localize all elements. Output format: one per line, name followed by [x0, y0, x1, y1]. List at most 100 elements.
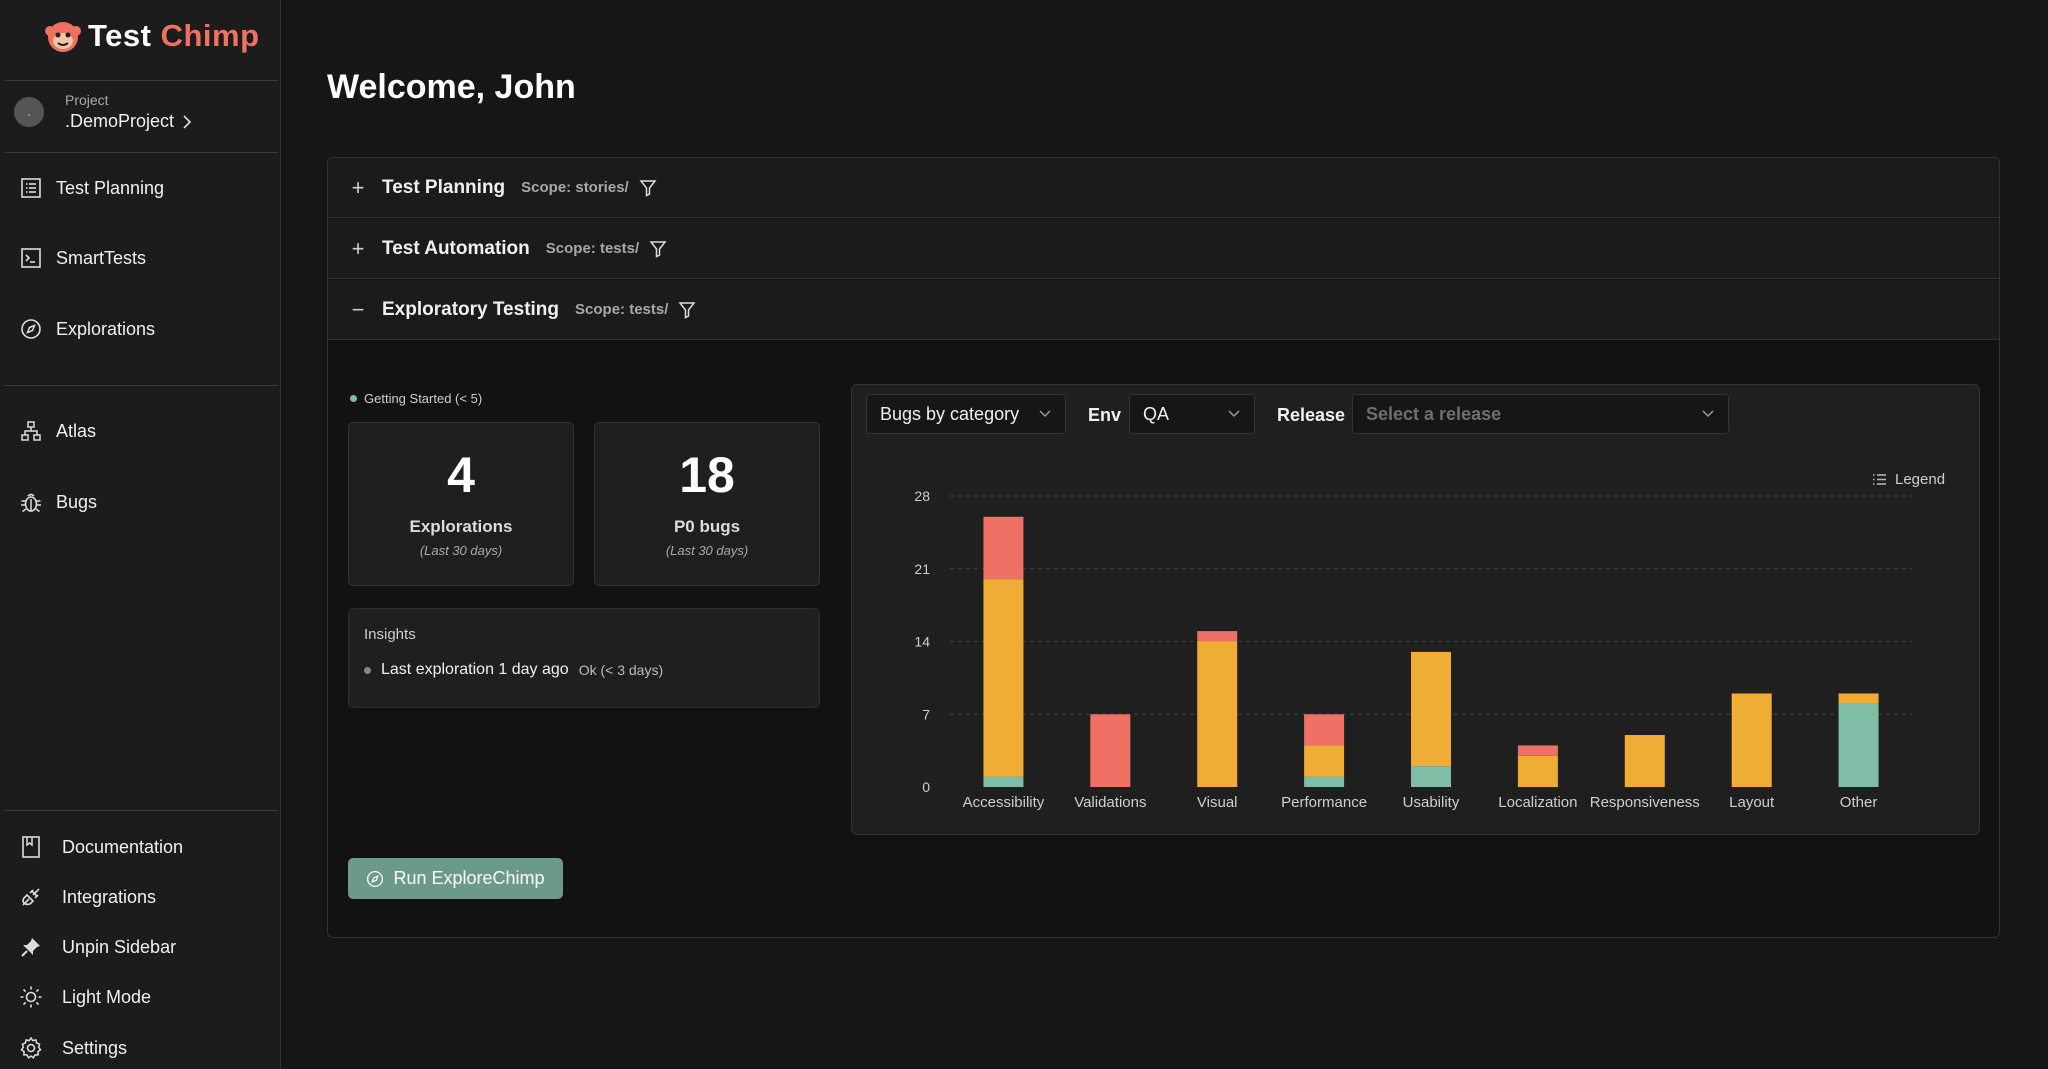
sidebar-item-label: Test Planning: [56, 177, 165, 198]
bar-segment: [983, 776, 1024, 787]
chevron-down-icon: [1702, 410, 1714, 418]
filter-icon[interactable]: [649, 240, 667, 258]
bar-segment: [1731, 693, 1772, 787]
bar-segment: [1304, 776, 1345, 787]
project-switcher[interactable]: . Project .DemoProject: [14, 92, 192, 132]
select-placeholder: Select a release: [1366, 403, 1502, 424]
bar-segment: [1517, 745, 1558, 756]
getting-started-label: Getting Started (< 5): [364, 391, 483, 406]
sidebar-item-label: Settings: [62, 1037, 128, 1058]
y-tick-label: 0: [922, 779, 930, 795]
run-explorechimp-button[interactable]: Run ExploreChimp: [348, 858, 563, 899]
sidebar-item-documentation[interactable]: Documentation: [18, 832, 183, 862]
x-tick-label: Other: [1840, 794, 1878, 811]
logo-word-test: Test: [88, 18, 152, 53]
dashboard-panel: + Test Planning Scope: stories/ + Test A…: [327, 157, 2000, 938]
project-label: Project: [65, 92, 109, 108]
x-tick-label: Layout: [1729, 794, 1775, 811]
terminal-icon: [18, 245, 44, 271]
collapse-toggle[interactable]: −: [351, 296, 365, 322]
stat-value: 18: [679, 447, 735, 503]
compass-icon: [18, 316, 44, 342]
plug-icon: [18, 884, 44, 910]
sidebar-item-light-mode[interactable]: Light Mode: [18, 982, 151, 1012]
logo[interactable]: Test Chimp: [44, 14, 260, 58]
section-title: Test Planning: [382, 176, 506, 198]
sidebar-item-unpin-sidebar[interactable]: Unpin Sidebar: [18, 932, 176, 962]
sidebar-item-label: Documentation: [62, 836, 184, 857]
bar-segment: [1517, 755, 1558, 787]
select-value: Bugs by category: [880, 403, 1020, 424]
sidebar-item-test-planning[interactable]: Test Planning: [18, 173, 164, 203]
sidebar-item-atlas[interactable]: Atlas: [18, 416, 96, 446]
chimp-logo-icon: [45, 22, 81, 52]
bar-segment: [1838, 703, 1879, 787]
insights-title: Insights: [364, 626, 416, 643]
x-tick-label: Accessibility: [963, 794, 1045, 811]
x-tick-label: Validations: [1074, 794, 1146, 811]
chart-type-select[interactable]: Bugs by category: [866, 394, 1066, 434]
sidebar-item-explorations[interactable]: Explorations: [18, 314, 155, 344]
y-tick-label: 7: [922, 706, 930, 722]
stat-sub: (Last 30 days): [419, 543, 503, 558]
x-tick-label: Usability: [1403, 794, 1460, 811]
logo-word-chimp: Chimp: [160, 18, 260, 53]
chevron-down-icon: [1039, 410, 1051, 418]
release-select[interactable]: Select a release: [1352, 394, 1729, 434]
stat-card-explorations: 4 Explorations (Last 30 days): [348, 422, 574, 586]
divider: [4, 80, 278, 81]
section-scope: Scope: stories/: [521, 179, 629, 196]
sidebar-item-label: Light Mode: [62, 986, 152, 1007]
bar-segment: [1838, 693, 1879, 704]
legend-label: Legend: [1895, 471, 1946, 488]
legend-toggle[interactable]: Legend: [1872, 471, 1945, 488]
filter-icon[interactable]: [678, 301, 696, 319]
project-name: .DemoProject: [65, 111, 192, 132]
insight-text: Last exploration 1 day ago: [381, 661, 569, 678]
env-label: Env: [1088, 405, 1122, 425]
section-test-planning[interactable]: + Test Planning Scope: stories/: [328, 158, 1999, 218]
sidebar-item-bugs[interactable]: Bugs: [18, 487, 97, 517]
list-item: Last exploration 1 day ago Ok (< 3 days): [364, 661, 663, 679]
logo-text: Test Chimp: [88, 18, 260, 54]
bar-segment: [1090, 714, 1131, 787]
sidebar: Test Chimp . Project .DemoProject Test P…: [0, 0, 281, 1069]
bug-icon: [18, 489, 44, 515]
expand-toggle[interactable]: +: [351, 235, 365, 261]
bar-segment: [1411, 651, 1451, 767]
section-title: Test Automation: [382, 237, 530, 259]
expand-toggle[interactable]: +: [351, 174, 365, 200]
bar-segment: [1197, 641, 1238, 787]
select-value: QA: [1143, 403, 1170, 424]
bug-category-chart: 0 7 14 21 28 Accessibility Validations Visual Pe…: [914, 488, 1912, 811]
sitemap-icon: [18, 418, 44, 444]
sidebar-item-label: Explorations: [56, 318, 156, 339]
filter-icon[interactable]: [639, 179, 657, 197]
section-exploratory-testing[interactable]: − Exploratory Testing Scope: tests/: [328, 280, 1999, 340]
bullet: [364, 666, 371, 674]
env-select[interactable]: QA: [1129, 394, 1255, 434]
x-tick-label: Visual: [1197, 794, 1238, 811]
y-tick-label: 14: [914, 634, 930, 650]
getting-started-indicator: Getting Started (< 5): [350, 391, 482, 406]
project-name-text: .DemoProject: [65, 111, 175, 131]
release-label: Release: [1277, 405, 1346, 425]
chart-card: Bugs by category Env QA Release Select a…: [851, 384, 1980, 835]
sidebar-item-integrations[interactable]: Integrations: [18, 882, 156, 912]
sidebar-item-label: Integrations: [62, 886, 157, 907]
insights-card: Insights Last exploration 1 day ago Ok (…: [348, 608, 820, 708]
chevron-down-icon: [1228, 410, 1240, 418]
compass-icon: [367, 870, 384, 887]
button-label: Run ExploreChimp: [393, 868, 545, 888]
stat-label: Explorations: [409, 517, 513, 536]
divider: [4, 152, 278, 153]
stat-label: P0 bugs: [673, 517, 741, 536]
insight-status: Ok (< 3 days): [578, 662, 664, 678]
list-icon: [18, 175, 44, 201]
section-test-automation[interactable]: + Test Automation Scope: tests/: [328, 219, 1999, 279]
chevron-right-icon: [183, 114, 192, 129]
sidebar-item-smarttests[interactable]: SmartTests: [18, 243, 146, 273]
sidebar-item-settings[interactable]: Settings: [18, 1033, 127, 1063]
sun-icon: [18, 984, 44, 1010]
y-tick-label: 21: [914, 561, 930, 577]
